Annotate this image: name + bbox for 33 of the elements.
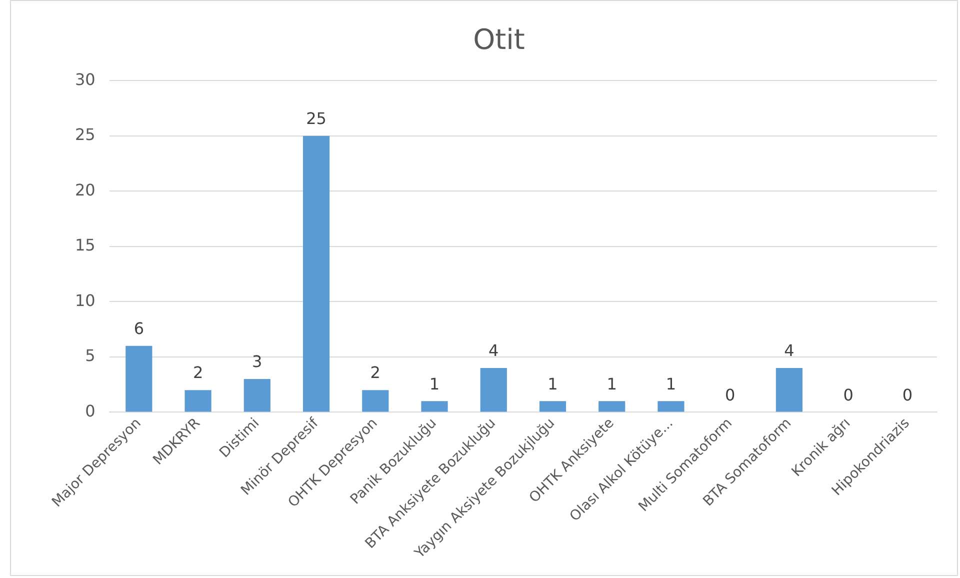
y-tick-label: 10 (75, 290, 96, 310)
chart-title: Otit (473, 23, 525, 56)
data-label: 4 (488, 341, 499, 360)
bar (480, 368, 507, 412)
data-label: 1 (429, 374, 440, 394)
y-tick-label: 25 (75, 125, 96, 144)
bar (302, 136, 330, 412)
y-tick-label: 30 (75, 70, 96, 89)
bar (539, 401, 566, 412)
y-tick-label: 15 (75, 236, 96, 255)
bar (598, 401, 626, 412)
data-label: 1 (548, 374, 558, 394)
data-label: 0 (724, 385, 736, 404)
y-tick-label: 20 (75, 180, 96, 200)
y-tick-label: 5 (85, 346, 96, 366)
data-label: 3 (252, 352, 262, 372)
bar (658, 401, 684, 412)
data-label: 4 (784, 341, 794, 360)
data-label: 25 (306, 109, 326, 128)
y-tick-label: 0 (85, 401, 96, 420)
bar (244, 379, 270, 412)
data-label: 2 (192, 363, 204, 382)
data-label: 0 (902, 385, 913, 404)
bar (421, 401, 448, 412)
data-label: 0 (843, 385, 854, 404)
data-label: 1 (666, 374, 676, 394)
bar (184, 390, 212, 412)
bar (126, 346, 152, 412)
data-label: 2 (370, 363, 380, 382)
bar (362, 390, 389, 412)
data-label: 1 (606, 374, 617, 394)
data-label: 6 (134, 319, 144, 338)
bar (776, 368, 803, 412)
